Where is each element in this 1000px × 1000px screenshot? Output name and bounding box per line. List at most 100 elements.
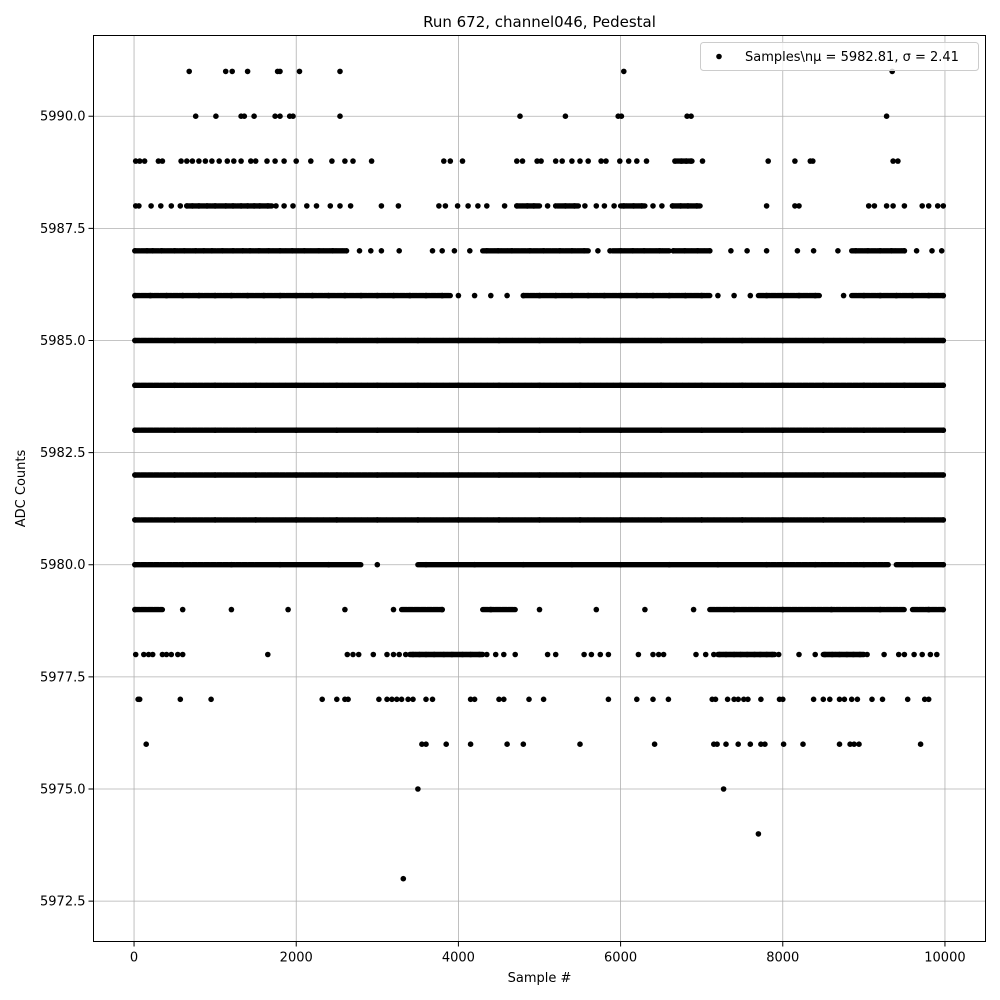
data-point <box>222 68 229 75</box>
data-point <box>390 606 397 613</box>
y-tick-label: 5985.0 <box>40 334 86 349</box>
data-point <box>136 203 142 209</box>
data-point <box>514 158 520 164</box>
data-point <box>378 203 385 209</box>
data-point <box>934 651 940 658</box>
data-point <box>155 158 162 164</box>
data-point <box>684 113 690 119</box>
data-point <box>869 696 875 703</box>
data-point <box>501 651 507 658</box>
data-point <box>517 113 523 119</box>
data-point <box>595 248 601 254</box>
x-tick-label: 6000 <box>604 951 637 966</box>
data-point <box>688 113 694 119</box>
legend-box <box>700 42 979 71</box>
data-point <box>520 741 527 747</box>
data-point <box>693 651 699 658</box>
data-point <box>459 158 466 164</box>
data-point <box>651 741 658 747</box>
data-point <box>168 651 175 658</box>
data-point <box>913 248 920 254</box>
data-point <box>526 696 532 703</box>
data-point <box>290 113 296 119</box>
data-point <box>820 696 827 703</box>
data-point <box>467 741 474 747</box>
data-point <box>745 696 751 703</box>
data-point <box>429 248 436 254</box>
data-point <box>252 158 259 164</box>
data-point <box>304 203 310 209</box>
data-point <box>827 696 833 703</box>
data-point <box>601 203 608 209</box>
data-point <box>471 696 478 703</box>
data-point <box>605 696 612 703</box>
data-point <box>747 292 754 299</box>
data-point <box>617 158 623 164</box>
data-point <box>512 651 518 658</box>
data-point <box>265 651 271 658</box>
data-point <box>419 741 425 747</box>
data-point <box>569 158 575 164</box>
axis-ticks: 0 2000 4000 6000 8000 10000 5972.5 5975.0 5977.5… <box>40 110 966 966</box>
data-point <box>836 696 843 703</box>
data-point <box>544 651 551 658</box>
data-point <box>337 68 343 75</box>
data-point <box>395 203 402 209</box>
data-point <box>376 696 382 703</box>
data-point <box>454 203 461 209</box>
data-point <box>714 741 720 747</box>
data-point <box>390 651 397 658</box>
data-point <box>168 203 175 209</box>
data-point <box>650 203 656 209</box>
data-point <box>588 651 595 658</box>
data-point <box>720 786 727 792</box>
data-point <box>319 696 326 703</box>
data-point <box>598 158 604 164</box>
data-point <box>690 606 697 613</box>
data-point <box>925 203 932 209</box>
data-point <box>329 158 335 164</box>
data-point <box>731 292 737 299</box>
data-point <box>132 158 139 164</box>
data-point <box>883 203 890 209</box>
data-point <box>883 113 890 119</box>
data-point <box>927 651 934 658</box>
data-point <box>938 248 945 254</box>
data-point <box>812 651 818 658</box>
data-point <box>141 651 147 658</box>
data-point <box>534 158 540 164</box>
data-point <box>559 158 565 164</box>
y-tick-label: 5987.5 <box>40 222 86 237</box>
data-point <box>611 203 617 209</box>
data-point <box>836 741 843 747</box>
data-point <box>625 158 632 164</box>
data-point <box>273 203 279 209</box>
data-point <box>763 248 770 254</box>
data-point <box>635 651 642 658</box>
data-point <box>398 696 405 703</box>
data-point <box>396 248 403 254</box>
data-point <box>345 696 351 703</box>
data-point <box>504 741 510 747</box>
data-point <box>800 741 806 747</box>
data-point <box>735 696 741 703</box>
data-point <box>308 158 314 164</box>
data-point <box>879 696 886 703</box>
data-point <box>731 696 737 703</box>
data-point <box>552 651 559 658</box>
data-point <box>919 651 925 658</box>
data-point <box>501 696 507 703</box>
data-point <box>847 741 853 747</box>
y-tick-label: 5990.0 <box>40 110 86 125</box>
data-point <box>848 696 855 703</box>
data-point <box>780 741 787 747</box>
data-point <box>940 203 947 209</box>
data-point <box>659 203 665 209</box>
data-point <box>796 203 802 209</box>
data-point <box>465 203 471 209</box>
legend: Samples\nμ = 5982.81, σ = 2.41 <box>700 42 979 71</box>
data-points <box>132 68 947 882</box>
data-point <box>758 696 764 703</box>
